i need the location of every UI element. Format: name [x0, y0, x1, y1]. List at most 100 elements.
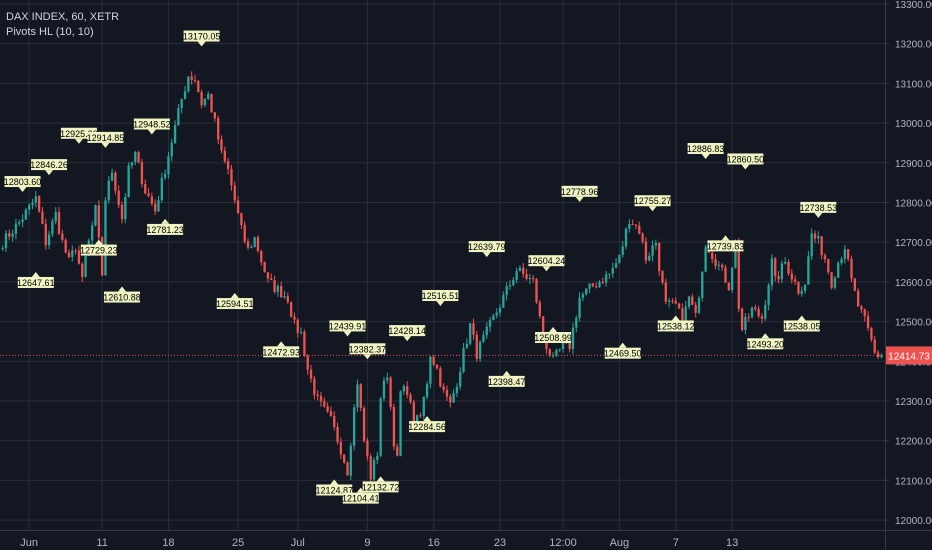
pivot-label-box [657, 320, 694, 332]
price-tick-label: 12600.00 [895, 278, 932, 289]
candle-body [309, 369, 313, 379]
pivot-label: 12739.83 [707, 241, 745, 251]
candle-body [455, 386, 459, 394]
pivot-label: 12284.56 [408, 422, 446, 432]
candle-body [230, 169, 233, 186]
candle-body [847, 249, 850, 259]
candle-body [326, 406, 329, 412]
candle-body [634, 224, 638, 226]
candle-body [518, 267, 522, 272]
candle-body [11, 233, 14, 237]
pivot-label-box [727, 153, 764, 165]
pivot-label-pointer [403, 336, 412, 342]
candle-body [306, 355, 309, 370]
candle-body [74, 250, 77, 252]
candle-body [598, 281, 601, 288]
candle-body [425, 383, 429, 397]
pivot-label: 12538.05 [783, 321, 821, 331]
candle-body [409, 394, 412, 403]
pivot-label-pointer [74, 138, 83, 144]
candle-body [591, 283, 595, 287]
candle-body [34, 196, 37, 203]
pivot-label-pointer [101, 142, 110, 148]
price-tick-label: 12100.00 [895, 476, 932, 487]
candle-body [611, 267, 614, 274]
candle-body [701, 271, 704, 298]
candle-body [226, 161, 230, 170]
candle-body [100, 237, 104, 276]
candle-body [641, 233, 644, 242]
pivot-label-box [329, 320, 366, 332]
candle-body [4, 233, 8, 249]
pivot-label-box [468, 241, 505, 253]
pivot-label: 12594.51 [216, 299, 254, 309]
candle-body [863, 309, 866, 317]
candle-body [621, 246, 624, 255]
candle-body [260, 250, 263, 263]
candle-body [820, 236, 823, 256]
candle-body [293, 316, 296, 320]
pivot-label-box [561, 185, 598, 197]
candle-body [870, 327, 873, 340]
candle-body [608, 273, 611, 275]
pivot-label-box [528, 255, 565, 267]
candle-body [356, 384, 359, 408]
pivot-label-box [349, 343, 386, 355]
candle-body [784, 261, 787, 264]
time-tick-label: Jul [291, 537, 305, 549]
pivot-label-pointer [197, 41, 206, 47]
candle-body [84, 255, 87, 277]
candle-body [21, 219, 24, 222]
candle-body [389, 377, 392, 408]
candle-body [830, 272, 833, 288]
candle-body [661, 271, 664, 283]
candle-body [432, 356, 435, 365]
pivot-label-box [800, 201, 837, 213]
pivot-label-box [422, 290, 459, 302]
candle-body [150, 196, 154, 204]
candle-body [568, 340, 571, 349]
price-tick-label: 12800.00 [895, 198, 932, 209]
candle-body [880, 355, 883, 358]
candle-body [721, 264, 724, 268]
candle-body [372, 459, 376, 480]
candle-body [860, 306, 863, 310]
price-tick-label: 12200.00 [895, 437, 932, 448]
pivot-label-box [783, 320, 820, 332]
candle-body [207, 93, 210, 99]
candle-body [638, 225, 641, 234]
candle-body [866, 316, 870, 328]
candle-body [581, 294, 585, 298]
candle-body [435, 364, 439, 369]
pivot-label: 12778.96 [561, 187, 599, 197]
pivot-label-pointer [376, 476, 385, 482]
candle-body [482, 335, 485, 342]
candle-body [97, 205, 100, 238]
time-tick-label: 16 [428, 537, 440, 549]
pivot-label-pointer [277, 341, 286, 347]
pivot-label: 12538.12 [657, 321, 695, 331]
candle-body [183, 91, 187, 100]
candle-body [823, 255, 827, 260]
candle-body [485, 326, 488, 336]
candle-body [757, 309, 760, 317]
pivot-label-pointer [343, 331, 352, 337]
pivot-label-pointer [575, 196, 584, 202]
candle-body [551, 355, 555, 357]
candle-body [442, 386, 445, 390]
candle-body [631, 223, 634, 225]
candle-body [677, 303, 681, 309]
candle-body [130, 162, 134, 166]
pivot-label-box [488, 375, 525, 387]
candle-body [37, 196, 41, 212]
candle-body [478, 341, 482, 359]
candle-body [376, 455, 379, 460]
candle-body [694, 305, 697, 313]
candle-body [187, 76, 190, 92]
pivot-label-box [362, 481, 399, 493]
candle-body [648, 255, 651, 261]
candle-body [827, 259, 830, 273]
candle-body [790, 273, 793, 280]
